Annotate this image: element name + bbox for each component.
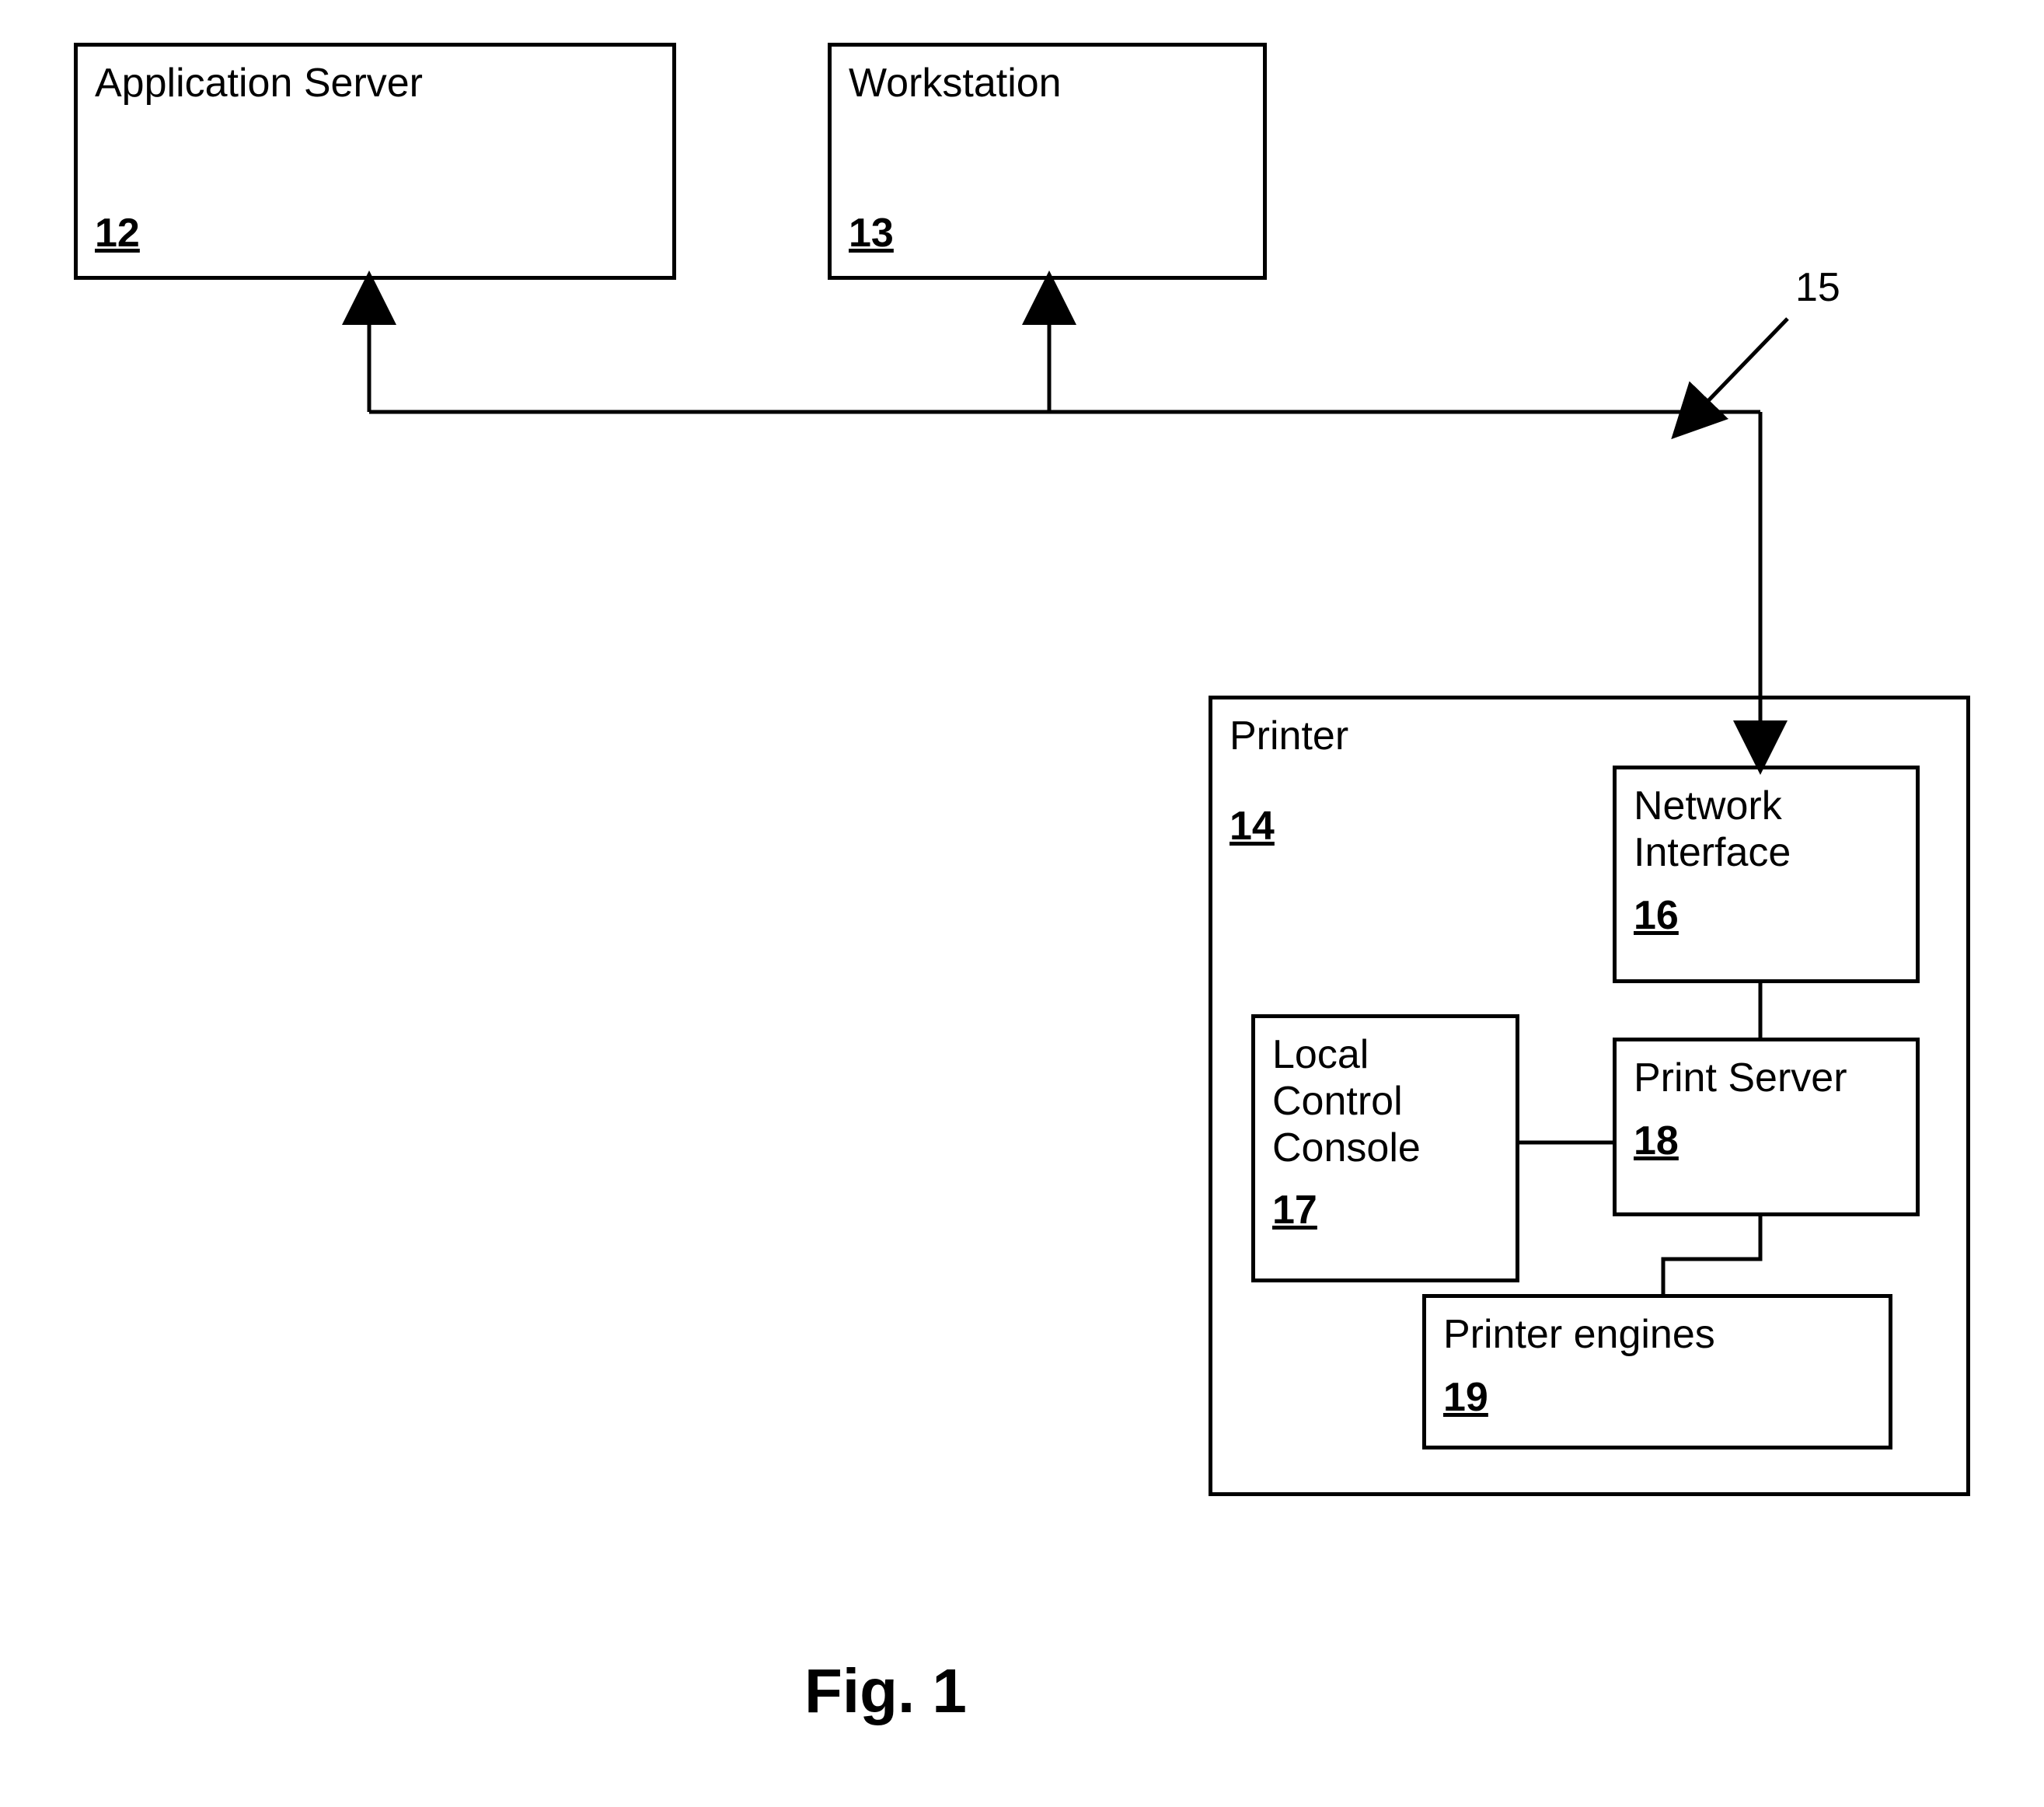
node-ref: 16 — [1634, 892, 1899, 939]
node-ref: 13 — [849, 210, 894, 256]
node-label: Local Control Console — [1272, 1032, 1498, 1171]
node-ref: 19 — [1443, 1374, 1871, 1421]
node-label: Workstation — [849, 61, 1246, 107]
node-label: Printer — [1230, 713, 1949, 760]
node-ref: 18 — [1634, 1118, 1899, 1164]
node-ref: 17 — [1272, 1187, 1498, 1233]
reference-label-15: 15 — [1795, 264, 1840, 311]
node-workstation: Workstation 13 — [828, 43, 1267, 280]
node-label: Print Server — [1634, 1055, 1899, 1102]
node-printer-engines: Printer engines 19 — [1422, 1294, 1892, 1449]
node-ref: 12 — [95, 210, 140, 256]
node-network-interface: Network Interface 16 — [1613, 766, 1920, 983]
node-label: Printer engines — [1443, 1312, 1871, 1359]
node-application-server: Application Server 12 — [74, 43, 676, 280]
figure-caption: Fig. 1 — [804, 1655, 967, 1727]
node-label: Network Interface — [1634, 783, 1899, 877]
node-label: Application Server — [95, 61, 655, 107]
diagram-canvas: Application Server 12 Workstation 13 Pri… — [0, 0, 2044, 1807]
node-print-server: Print Server 18 — [1613, 1038, 1920, 1216]
node-local-control-console: Local Control Console 17 — [1251, 1014, 1519, 1282]
